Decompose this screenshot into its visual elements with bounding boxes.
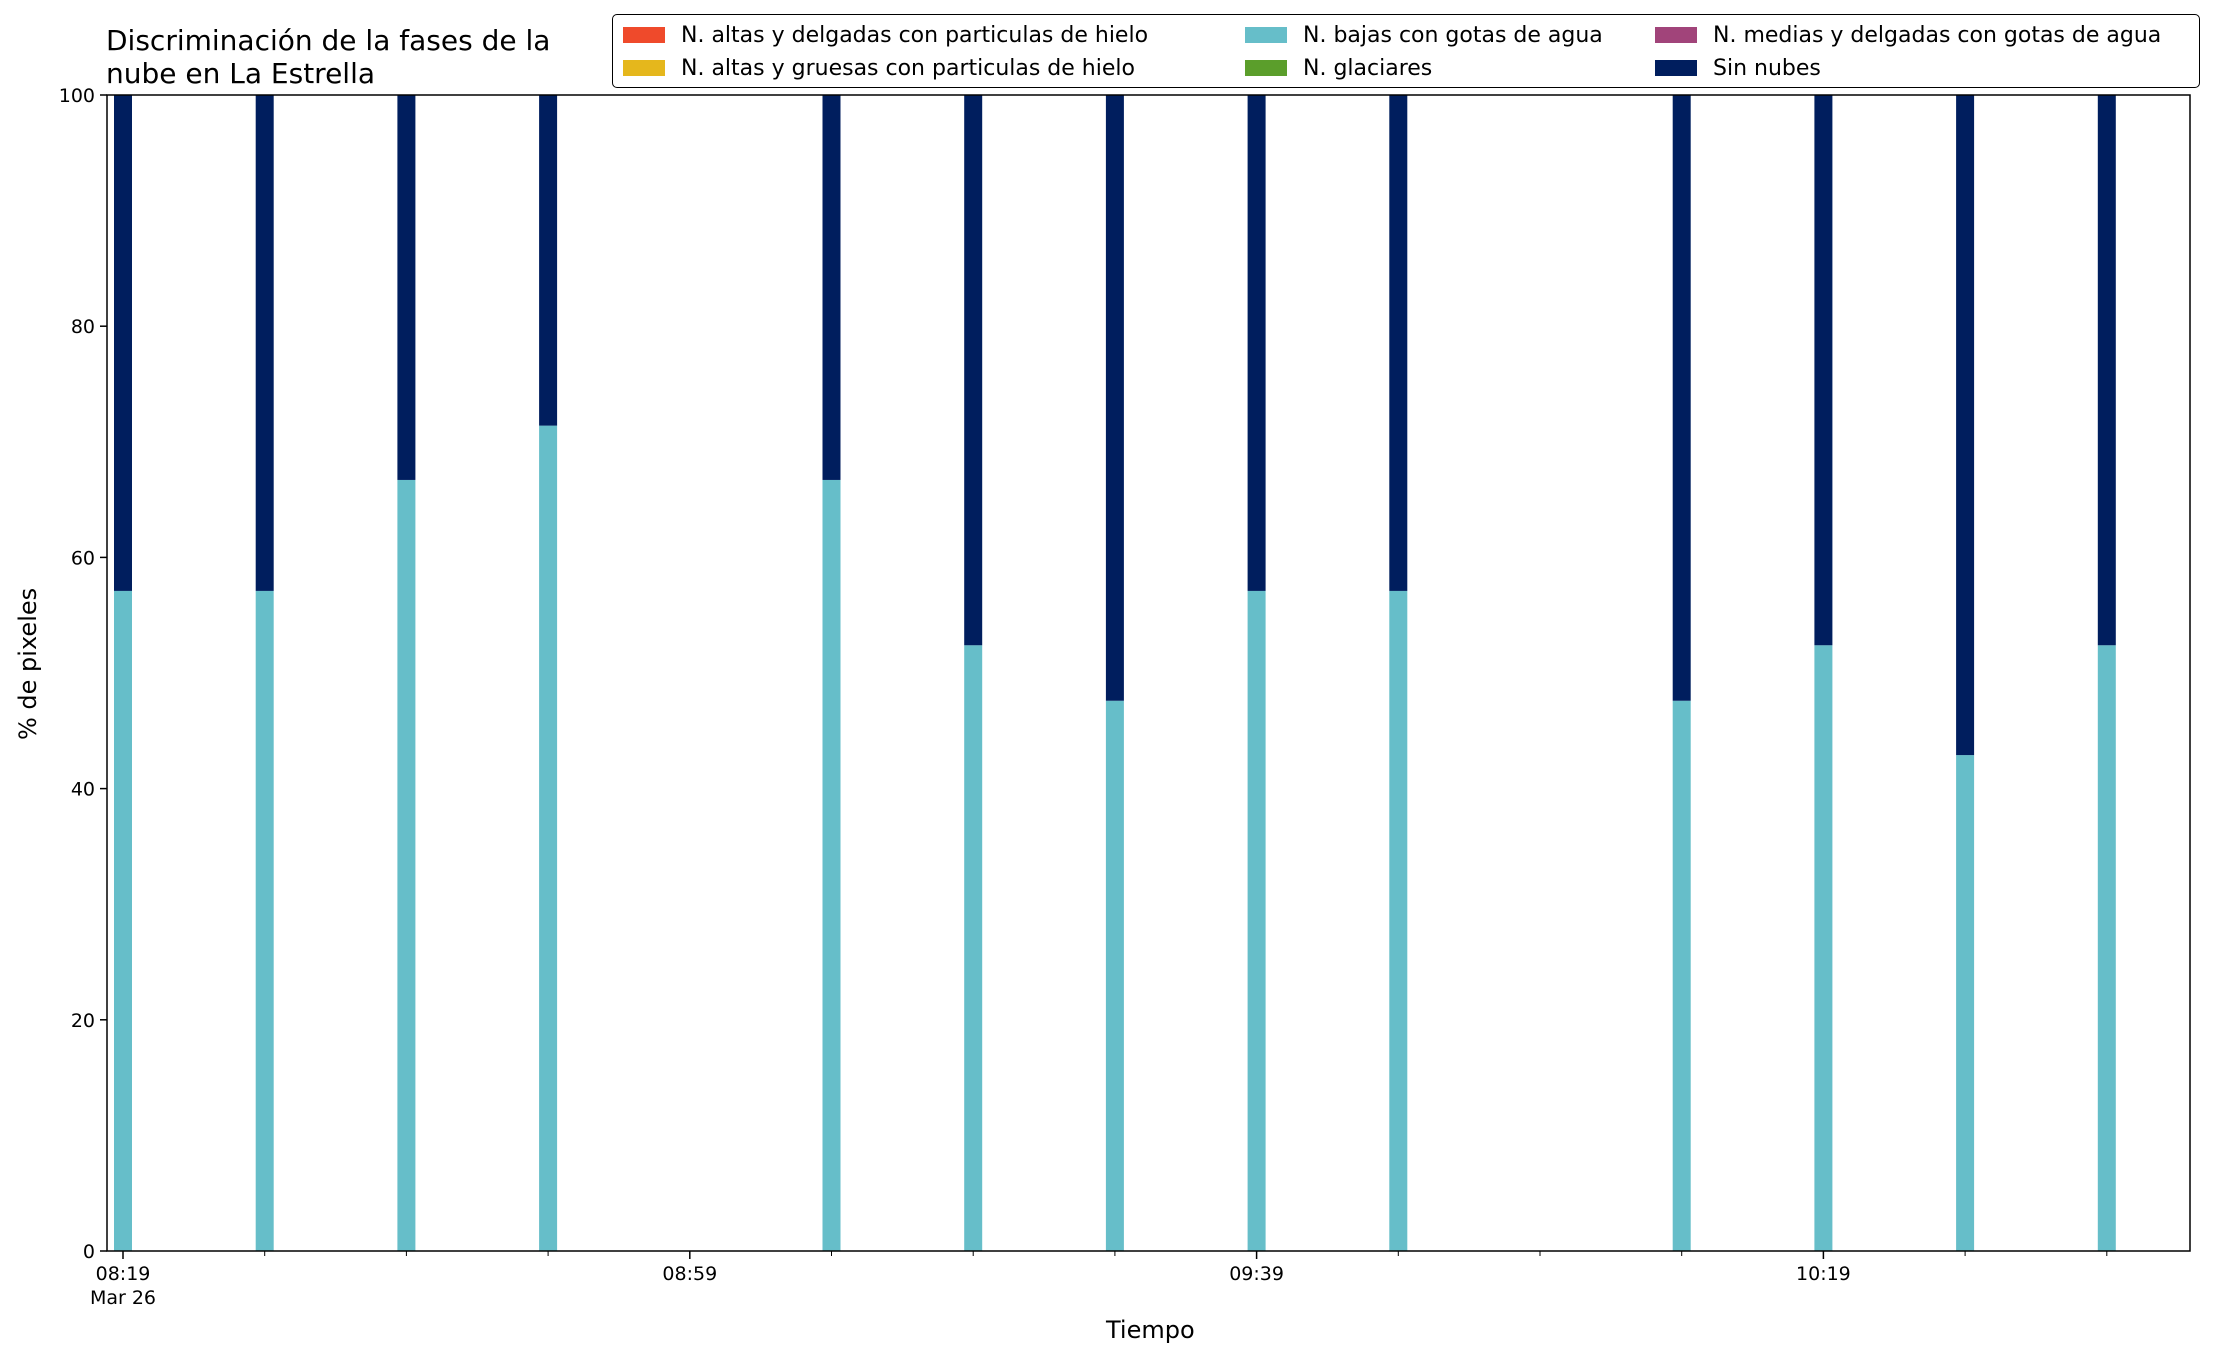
bar-segment	[114, 95, 132, 591]
y-axis-label: % de pixeles	[14, 528, 42, 740]
chart-title-line-2: nube en La Estrella	[106, 57, 376, 90]
x-tick-label: 08:59	[662, 1263, 717, 1285]
y-tick-label: 0	[83, 1241, 95, 1263]
legend-label: N. glaciares	[1303, 55, 1433, 81]
legend-item-glaciares: N. glaciares	[1245, 53, 1432, 83]
legend-item-bajas-gotas: N. bajas con gotas de agua	[1245, 20, 1603, 50]
bar-segment	[1389, 590, 1408, 1251]
legend-swatch	[1245, 27, 1287, 43]
legend-item-sin-nubes: Sin nubes	[1655, 53, 1821, 83]
legend-label: N. medias y delgadas con gotas de agua	[1713, 22, 2162, 48]
bars-layer	[114, 95, 2116, 1251]
bar-segment	[822, 479, 841, 1251]
y-axis-label-text: % de pixeles	[14, 587, 42, 740]
x-axis-label: Tiempo	[1106, 1316, 1195, 1344]
bar-segment	[1389, 95, 1408, 591]
legend-swatch	[1655, 60, 1697, 76]
legend-label: N. altas y gruesas con particulas de hie…	[681, 55, 1135, 81]
x-tick-sublabel: Mar 26	[90, 1287, 156, 1309]
bar-segment	[2097, 645, 2116, 1251]
y-tick-label: 20	[71, 1010, 95, 1032]
bar-segment	[1814, 95, 1833, 646]
bar-segment	[1814, 645, 1833, 1251]
bar-segment	[1105, 95, 1124, 701]
bar-segment	[114, 590, 132, 1251]
legend-item-altas-delgadas: N. altas y delgadas con particulas de hi…	[623, 20, 1148, 50]
y-tick-label: 40	[71, 779, 95, 801]
y-tick-label: 60	[71, 547, 95, 569]
legend-label: N. bajas con gotas de agua	[1303, 22, 1603, 48]
bar-segment	[255, 590, 274, 1251]
bar-segment	[1956, 755, 1975, 1251]
legend: N. altas y delgadas con particulas de hi…	[612, 14, 2200, 88]
bar-segment	[2097, 95, 2116, 646]
bar-segment	[1247, 590, 1266, 1251]
y-tick-label: 80	[71, 316, 95, 338]
plot-frame	[106, 94, 2191, 1252]
bar-segment	[255, 95, 274, 591]
y-tick-label: 100	[59, 85, 95, 107]
legend-item-altas-gruesas: N. altas y gruesas con particulas de hie…	[623, 53, 1135, 83]
legend-swatch	[1655, 27, 1697, 43]
legend-item-medias-delgadas: N. medias y delgadas con gotas de agua	[1655, 20, 2161, 50]
x-tick-label: 09:39	[1229, 1263, 1284, 1285]
x-tick-label: 08:19	[96, 1263, 151, 1285]
bar-segment	[1247, 95, 1266, 591]
bar-segment	[539, 425, 558, 1251]
bar-segment	[1105, 700, 1124, 1251]
bar-segment	[539, 95, 558, 426]
bar-segment	[1672, 95, 1691, 701]
bar-segment	[397, 95, 416, 480]
x-tick-label: 10:19	[1796, 1263, 1851, 1285]
chart-title: Discriminación de la fases de la nube en…	[106, 24, 550, 90]
bar-segment	[822, 95, 841, 480]
bar-segment	[397, 479, 416, 1251]
legend-swatch	[1245, 60, 1287, 76]
legend-swatch	[623, 27, 665, 43]
legend-label: N. altas y delgadas con particulas de hi…	[681, 22, 1149, 48]
bar-segment	[964, 645, 983, 1251]
chart-title-line-1: Discriminación de la fases de la	[106, 24, 551, 57]
legend-swatch	[623, 60, 665, 76]
legend-label: Sin nubes	[1713, 55, 1821, 81]
bar-segment	[1672, 700, 1691, 1251]
bar-segment	[964, 95, 983, 646]
bar-segment	[1956, 95, 1975, 756]
